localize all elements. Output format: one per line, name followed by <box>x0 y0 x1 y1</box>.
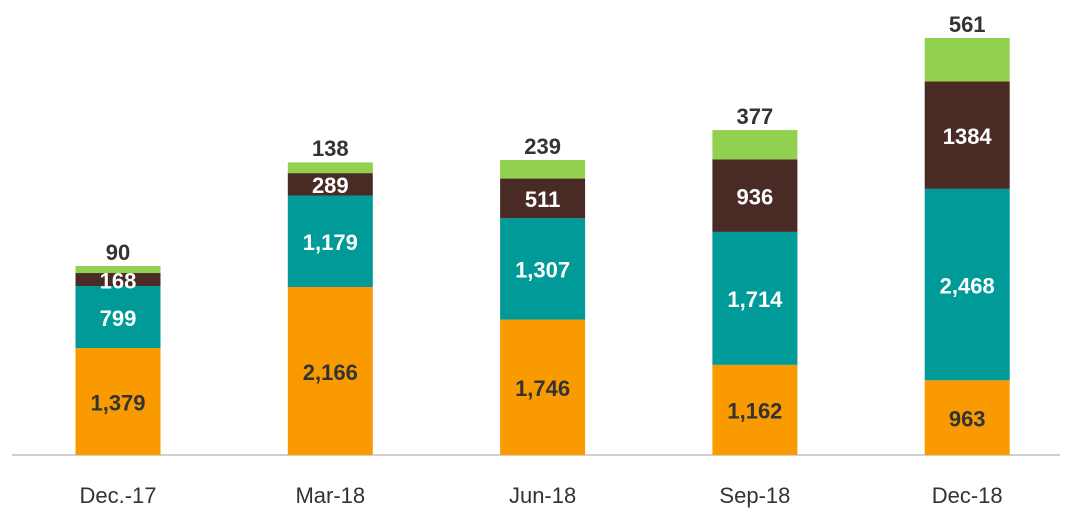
bar-segment <box>712 231 798 365</box>
bar-segment <box>500 160 586 179</box>
bar-segment <box>75 348 161 455</box>
bar-segment <box>287 162 373 174</box>
data-label: 2,166 <box>303 360 358 385</box>
data-label: 1384 <box>943 124 993 149</box>
data-label: 963 <box>949 406 986 431</box>
bar-segment <box>287 195 373 287</box>
data-label: 239 <box>524 134 561 159</box>
data-label: 289 <box>312 173 349 198</box>
data-label: 2,468 <box>940 273 995 298</box>
data-label: 1,162 <box>727 399 782 424</box>
x-tick-label: Dec-18 <box>932 483 1003 508</box>
bar-segment <box>500 218 586 320</box>
x-tick-label: Jun-18 <box>509 483 576 508</box>
bar-segment <box>75 266 161 274</box>
data-label: 1,179 <box>303 230 358 255</box>
data-label: 561 <box>949 12 986 37</box>
bar-segment <box>924 380 1010 455</box>
bar-segment <box>500 178 586 219</box>
bar-segment <box>500 319 586 455</box>
data-label: 90 <box>106 240 130 265</box>
bar-segment <box>287 286 373 455</box>
data-label: 799 <box>100 306 137 331</box>
x-tick-label: Dec.-17 <box>79 483 156 508</box>
bar-segment <box>75 273 161 287</box>
data-label: 377 <box>737 104 774 129</box>
bar-segment <box>924 81 1010 189</box>
bar-segment <box>712 159 798 232</box>
data-label: 936 <box>737 184 774 209</box>
data-label: 1,714 <box>727 287 783 312</box>
bar-segment <box>712 364 798 455</box>
bar-segment <box>75 286 161 349</box>
bar-segment <box>287 173 373 196</box>
x-tick-label: Mar-18 <box>295 483 365 508</box>
data-label: 1,307 <box>515 258 570 283</box>
bar-segment <box>924 188 1010 381</box>
data-label: 138 <box>312 136 349 161</box>
data-label: 1,746 <box>515 376 570 401</box>
bar-segment <box>924 38 1010 82</box>
bar-segment <box>712 130 798 160</box>
x-tick-label: Sep-18 <box>719 483 790 508</box>
data-label: 1,379 <box>90 390 145 415</box>
data-label: 511 <box>525 187 561 212</box>
